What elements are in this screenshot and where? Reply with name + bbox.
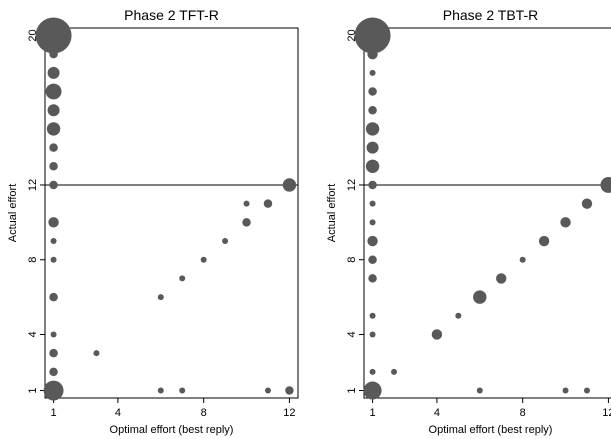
bubble [264,387,271,394]
x-tick-label: 4 [115,407,121,419]
chart-title: Phase 2 TFT-R [124,7,219,23]
plot-frame [363,27,611,399]
bubble [179,387,186,394]
bubble [263,199,273,208]
y-tick-label: 4 [27,331,39,337]
bubble [49,49,58,59]
x-tick-label: 12 [602,407,611,419]
bubble [43,380,64,401]
bubble [368,255,377,264]
bubble [35,17,72,54]
bubble [282,178,297,192]
bubble [93,350,100,357]
bubble [50,256,57,263]
x-tick-label: 4 [434,407,440,419]
bubble [369,312,376,319]
bubble [368,87,377,96]
x-axis-label: Optimal effort (best reply) [429,424,553,436]
x-tick-label: 12 [283,407,295,419]
bubble [367,235,378,247]
bubble [455,312,462,319]
bubble [366,141,379,154]
bubble [431,329,443,340]
bubble [538,235,550,247]
bubble [285,386,294,395]
x-axis-label: Optimal effort (best reply) [110,424,234,436]
y-tick-label: 1 [346,387,358,393]
bubble [46,122,61,136]
bubble [476,387,483,394]
bubble [496,273,507,284]
bubble [179,275,186,282]
bubble [243,200,250,207]
bubble [562,387,569,394]
bubble [600,177,611,193]
y-axis-label: Actual effort [7,184,19,243]
bubble [49,180,58,190]
bubble [391,368,398,375]
bubble [222,238,229,245]
bubble [473,290,487,304]
x-tick-label: 1 [51,407,57,419]
y-tick-label: 8 [27,257,39,263]
bubble [242,218,251,227]
bubble [365,159,380,173]
bubble [354,17,391,54]
bubble [47,104,60,117]
bubble [157,387,164,394]
bubble [49,367,58,377]
bubble [157,294,164,301]
bubble [365,122,380,136]
y-tick-label: 4 [346,331,358,337]
x-tick-label: 8 [201,407,207,419]
bubble [368,105,377,115]
y-tick-label: 8 [346,257,358,263]
bubble [369,368,376,375]
bubble [519,256,526,263]
x-tick-label: 1 [370,407,376,419]
y-tick-label: 1 [27,387,39,393]
bubble [367,48,378,60]
bubble [560,217,571,228]
bubble [369,69,376,76]
bubble [50,238,57,245]
chart-title: Phase 2 TBT-R [443,7,538,23]
y-axis-label: Actual effort [326,184,338,243]
bubble [49,143,58,152]
bubble [200,256,207,263]
bubble [45,83,62,100]
bubble [581,198,593,209]
bubble [368,274,377,283]
bubble [49,162,58,171]
bubble [368,180,377,190]
bubble [583,387,590,394]
bubble [50,331,57,338]
bubble [363,381,382,400]
plot-frame [44,27,299,399]
bubble [369,200,376,207]
bubble [47,66,60,79]
bubble [49,292,58,302]
bubble [49,348,58,358]
y-tick-label: 12 [346,179,358,191]
x-tick-label: 8 [520,407,526,419]
bubble [369,219,376,226]
bubble [48,217,59,228]
y-tick-label: 12 [27,179,39,191]
bubble [369,331,376,338]
